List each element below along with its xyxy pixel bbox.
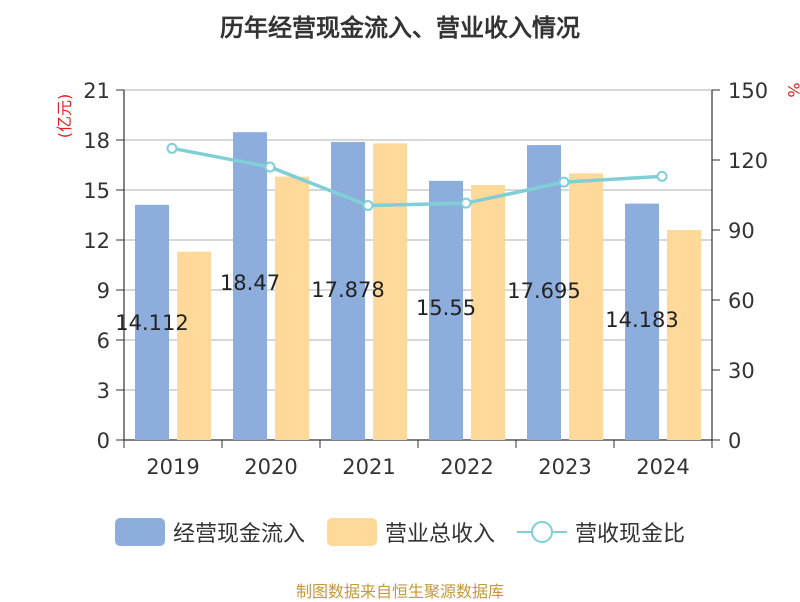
y-left-tick-label: 9	[97, 279, 110, 303]
y-left-tick-label: 0	[97, 429, 110, 453]
y-left-axis-label: (亿元)	[55, 94, 74, 139]
line-ratio	[171, 146, 663, 208]
y-right-axis-label: %	[784, 82, 800, 97]
legend-line-ratio-icon	[517, 518, 567, 546]
data-label-cash-inflow: 17.878	[311, 278, 384, 302]
bar-revenue	[569, 173, 603, 441]
point-ratio	[264, 161, 276, 173]
legend-label-cash-inflow: 经营现金流入	[172, 522, 305, 547]
x-tick-label: 2024	[636, 455, 689, 479]
x-tick-label: 2019	[146, 455, 199, 479]
y-right-tick-label: 30	[728, 359, 755, 383]
y-left-tick-label: 6	[97, 329, 110, 353]
point-ratio	[656, 170, 668, 182]
bar-cash-inflow	[135, 204, 169, 440]
bar-revenue	[275, 176, 309, 440]
point-ratio	[362, 200, 374, 211]
bar-revenue	[667, 230, 701, 440]
bar-cash-inflow	[625, 203, 659, 440]
y-left-tick-label: 3	[97, 379, 110, 403]
point-ratio	[166, 142, 178, 154]
y-right-tick-label: 120	[728, 149, 768, 173]
legend-item-ratio[interactable]: 营收现金比	[517, 516, 685, 548]
data-label-cash-inflow: 15.55	[416, 296, 476, 320]
y-left-tick-label: 18	[83, 129, 110, 153]
x-tick-label: 2021	[342, 455, 395, 479]
bar-revenue	[373, 143, 407, 441]
legend-item-revenue[interactable]: 营业总收入	[326, 516, 495, 548]
data-label-cash-inflow: 14.112	[115, 311, 188, 335]
y-right-tick-label: 90	[728, 219, 755, 243]
y-left-tick-label: 15	[83, 179, 110, 203]
x-tick-label: 2020	[244, 455, 297, 479]
bar-revenue	[471, 185, 505, 440]
source-note: 制图数据来自恒生聚源数据库	[295, 582, 504, 601]
y-right-tick-label: 0	[728, 429, 741, 453]
y-left-tick-label: 21	[83, 79, 110, 103]
y-right-tick-label: 150	[728, 79, 768, 103]
data-label-cash-inflow: 14.183	[605, 308, 678, 332]
legend-swatch-cash-inflow	[114, 518, 165, 546]
legend-label-revenue: 营业总收入	[384, 522, 495, 547]
point-ratio	[460, 197, 472, 209]
x-tick-label: 2022	[440, 455, 493, 479]
legend: 经营现金流入 营业总收入 营收现金比	[0, 516, 800, 548]
y-right-tick-label: 60	[728, 289, 755, 313]
bar-cash-inflow	[233, 132, 267, 440]
data-label-cash-inflow: 18.47	[220, 271, 280, 295]
bar-revenue	[177, 251, 211, 440]
x-tick-label: 2023	[538, 455, 591, 479]
data-label-cash-inflow: 17.695	[507, 279, 580, 303]
point-ratio	[558, 176, 570, 188]
bar-cash-inflow	[527, 145, 561, 441]
bar-cash-inflow	[429, 180, 463, 441]
legend-item-cash-inflow[interactable]: 经营现金流入	[114, 516, 305, 548]
legend-swatch-revenue	[326, 518, 377, 546]
y-left-tick-label: 12	[83, 229, 110, 253]
legend-label-ratio: 营收现金比	[575, 522, 686, 547]
chart-title: 历年经营现金流入、营业收入情况	[220, 14, 580, 42]
